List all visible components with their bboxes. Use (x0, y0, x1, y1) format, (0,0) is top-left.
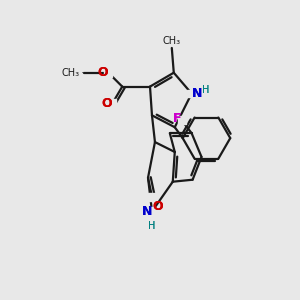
Text: H: H (148, 221, 156, 231)
Bar (104, 69, 112, 77)
Text: O: O (102, 97, 112, 110)
Text: H: H (202, 85, 209, 94)
Text: N: N (142, 205, 152, 218)
Text: H: H (148, 221, 156, 231)
Bar (187, 90, 196, 98)
Text: N: N (192, 87, 202, 100)
Text: O: O (152, 200, 163, 212)
Text: F: F (173, 112, 182, 125)
Text: H: H (202, 85, 209, 94)
Text: F: F (173, 112, 182, 125)
Text: O: O (152, 200, 163, 212)
Bar (108, 100, 116, 107)
Text: O: O (98, 66, 108, 79)
Text: CH₃: CH₃ (61, 68, 80, 78)
Bar (148, 208, 156, 215)
Text: N: N (192, 87, 202, 100)
Text: O: O (102, 97, 112, 110)
Text: O: O (98, 66, 108, 79)
Text: N: N (142, 205, 152, 218)
Text: CH₃: CH₃ (163, 36, 181, 46)
Bar (148, 193, 156, 200)
Bar (178, 116, 186, 124)
Text: methoxy: methoxy (82, 71, 88, 73)
